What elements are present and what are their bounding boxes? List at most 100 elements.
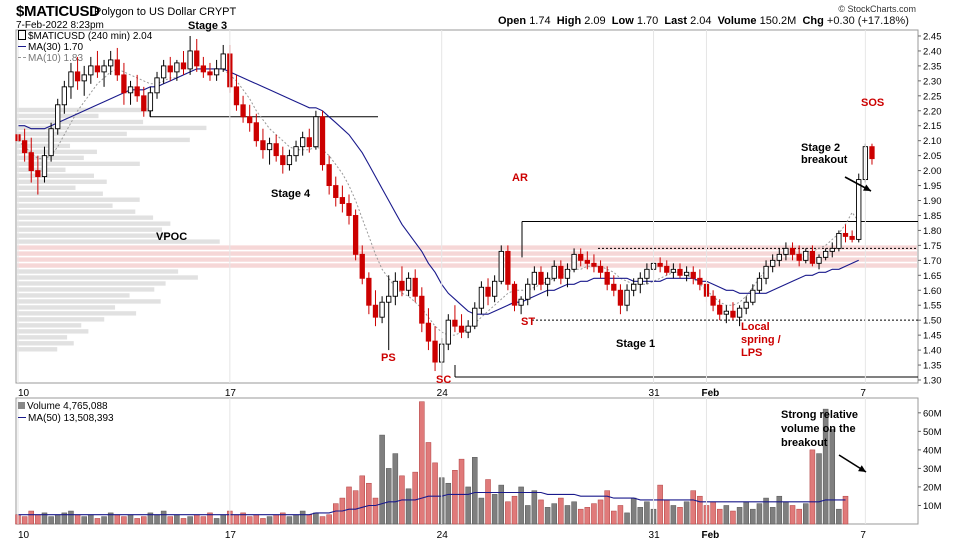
volume-profile-bar xyxy=(17,281,166,286)
price-tick-label: 1.30 xyxy=(923,376,942,387)
candle-body xyxy=(717,304,723,315)
volume-bar xyxy=(141,516,147,525)
volume-bar xyxy=(35,514,41,525)
candle-body xyxy=(108,59,114,67)
volume-profile-bar xyxy=(17,209,136,214)
candle-body xyxy=(736,307,743,318)
date-tick-label-lower: 17 xyxy=(225,530,237,540)
volume-bar xyxy=(412,471,418,525)
volume-bar xyxy=(61,512,68,525)
candle-body xyxy=(207,71,213,76)
volume-bar xyxy=(319,516,326,525)
candle-body xyxy=(849,235,855,240)
candle-body xyxy=(48,128,54,157)
volume-bar xyxy=(220,514,226,525)
volume-profile-bar xyxy=(17,149,97,155)
volume-bar xyxy=(333,503,339,525)
price-tick-label: 1.45 xyxy=(923,331,942,342)
candle-body xyxy=(531,271,538,285)
candle-body xyxy=(266,143,273,151)
volume-bar xyxy=(531,490,538,525)
candle-body xyxy=(776,253,782,261)
candle-body xyxy=(617,289,624,306)
candle-body xyxy=(750,289,756,303)
candle-body xyxy=(789,247,796,255)
volume-bar xyxy=(743,501,749,525)
volume-bar xyxy=(551,503,557,525)
annotation-label: ST xyxy=(521,316,535,328)
annotation-label: PS xyxy=(381,352,396,364)
volume-bar xyxy=(809,449,816,525)
legend-volume: Volume 4,765,088 xyxy=(18,401,108,412)
candle-body xyxy=(796,253,802,261)
candle-body xyxy=(392,280,398,297)
candle-body xyxy=(61,86,67,106)
candle-body xyxy=(405,277,412,291)
low-value: 1.70 xyxy=(636,15,659,27)
candle-body xyxy=(432,340,438,363)
volume-bar xyxy=(763,497,769,525)
candle-body xyxy=(101,65,107,73)
annotation-label: Stage 4 xyxy=(271,188,311,200)
volume-bar xyxy=(246,516,253,525)
volume-bar xyxy=(280,512,286,525)
candle-body xyxy=(683,271,690,276)
legend-vol-ma50: MA(50) 13,508,393 xyxy=(18,413,114,424)
price-tick-label: 1.65 xyxy=(923,271,942,282)
volume-bar xyxy=(611,510,617,525)
volume-tick-label: 30M xyxy=(923,464,942,475)
volume-profile-bar xyxy=(17,299,161,304)
date-tick-label-lower: 24 xyxy=(437,530,449,540)
volume-profile-bar xyxy=(17,335,68,340)
volume-bar xyxy=(48,516,54,525)
volume-tick-label: 60M xyxy=(923,408,942,419)
price-tick-label: 2.35 xyxy=(923,61,942,72)
volume-tick-label: 20M xyxy=(923,482,942,493)
volume-bar xyxy=(306,514,313,525)
volume-bar xyxy=(564,505,571,525)
volume-label: Volume xyxy=(717,15,757,27)
candle-body xyxy=(213,68,220,76)
volume-bar xyxy=(677,507,683,525)
candle-legend-icon xyxy=(18,30,26,40)
price-tick-label: 1.60 xyxy=(923,286,942,297)
volume-bar xyxy=(41,512,48,525)
volume-bar xyxy=(359,475,365,525)
candle-body xyxy=(160,65,167,79)
candle-body xyxy=(664,265,670,273)
volume-bar xyxy=(286,516,293,525)
candle-body xyxy=(525,283,531,300)
volume-bar xyxy=(558,497,564,525)
candle-body xyxy=(551,265,557,279)
price-tick-label: 1.50 xyxy=(923,316,942,327)
volume-bar xyxy=(445,482,452,525)
candle-body xyxy=(260,140,266,151)
volume-bar xyxy=(174,514,180,525)
volume-bar xyxy=(816,453,822,525)
candle-body xyxy=(88,65,94,76)
breakout-arrow-head xyxy=(863,184,871,191)
candle-body xyxy=(419,295,425,324)
volume-profile-bar xyxy=(17,347,58,352)
candle-body xyxy=(829,247,835,252)
price-tick-label: 1.80 xyxy=(923,226,942,237)
candle-body xyxy=(121,74,127,94)
candle-body xyxy=(571,253,577,270)
candle-body xyxy=(319,116,326,166)
candle-body xyxy=(511,283,518,306)
candle-body xyxy=(399,280,405,291)
candle-body xyxy=(326,164,332,187)
candle-body xyxy=(783,247,789,255)
price-tick-label: 1.75 xyxy=(923,241,942,252)
candle-body xyxy=(624,289,630,306)
volume-bar xyxy=(200,516,207,525)
candle-body xyxy=(637,277,643,285)
volume-profile-bar xyxy=(17,107,153,113)
volume-profile-bar xyxy=(17,329,89,334)
candle-body xyxy=(690,271,696,279)
candle-body xyxy=(597,265,604,273)
volume-bar xyxy=(624,512,630,525)
volume-profile-bar xyxy=(17,119,144,125)
candle-body xyxy=(578,253,584,261)
candle-body xyxy=(174,62,180,73)
